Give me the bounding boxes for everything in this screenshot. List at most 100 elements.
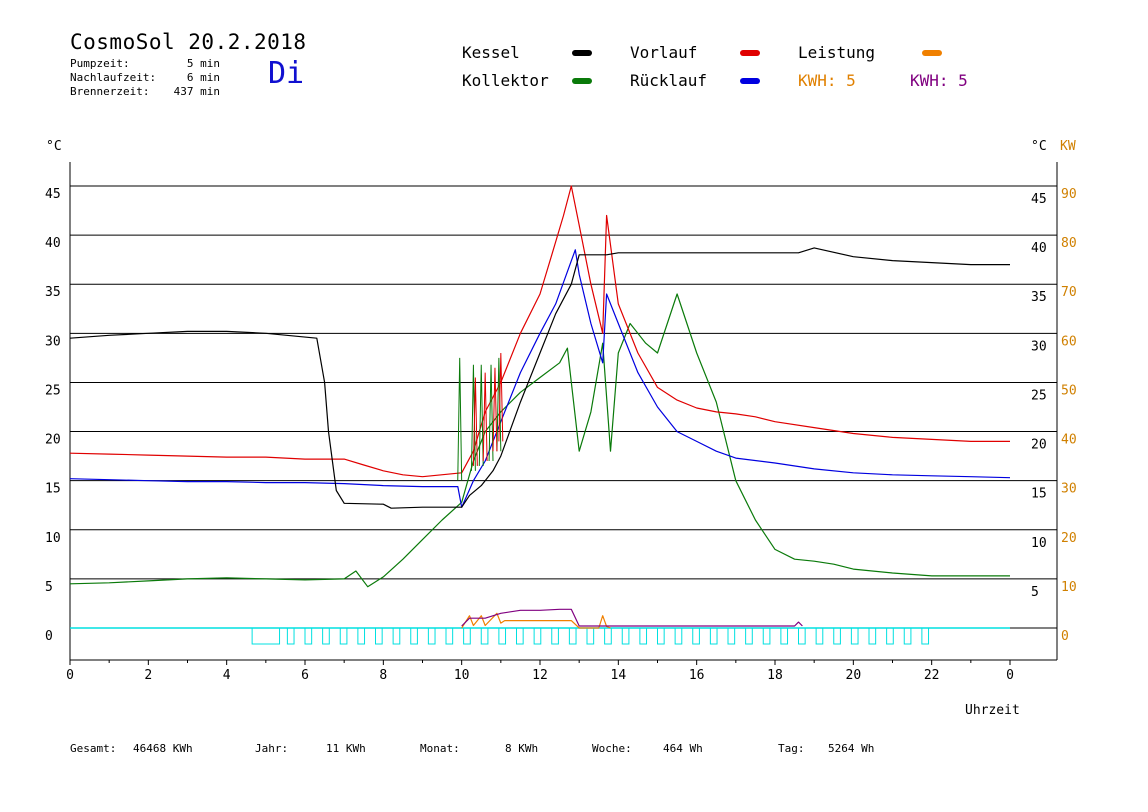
x-tick-label: 12 — [532, 668, 548, 683]
pump-pulse — [533, 627, 542, 645]
y-tick-label-kw: 60 — [1061, 334, 1077, 349]
pump-pulse — [639, 627, 648, 645]
legend-kwh-purple: KWH: 5 — [910, 71, 968, 90]
x-tick-label: 4 — [223, 668, 231, 683]
y-tick-label-right: 40 — [1031, 241, 1047, 256]
pump-pulse — [833, 627, 841, 645]
legend-swatch-kollektor — [572, 78, 592, 84]
series-line-kwh — [461, 608, 803, 627]
y-tick-label-left: 30 — [45, 334, 61, 349]
legend-label-kessel: Kessel — [462, 43, 520, 62]
footer-woche-value: 464 Wh — [663, 742, 703, 755]
pump-pulse — [410, 627, 418, 645]
legend-kwh-orange: KWH: 5 — [798, 71, 856, 90]
x-tick-label: 10 — [454, 668, 470, 683]
pump-pulse — [868, 627, 877, 645]
y-tick-label-left: 0 — [45, 629, 53, 644]
y-tick-label-kw: 50 — [1061, 383, 1077, 398]
x-tick-label: 2 — [144, 668, 152, 683]
footer-woche-label: Woche: — [592, 742, 632, 755]
pump-pulse — [727, 627, 736, 645]
series-spike — [472, 377, 478, 466]
x-tick-label: 14 — [611, 668, 627, 683]
pump-pulse — [375, 627, 383, 645]
legend-label-leistung: Leistung — [798, 43, 876, 62]
y-tick-label-kw: 80 — [1061, 236, 1077, 251]
pump-pulse — [604, 627, 612, 645]
pump-pulse — [780, 627, 789, 645]
pump-pulse — [674, 627, 683, 645]
pump-pulse — [692, 627, 700, 645]
pump-pulse — [903, 627, 912, 645]
footer-gesamt-value: 46468 KWh — [133, 742, 193, 755]
y-tick-label-left: 35 — [45, 285, 61, 300]
pump-pulse — [516, 627, 524, 645]
y-axis-label-kw: KW — [1060, 139, 1076, 154]
pump-pulse — [339, 627, 348, 645]
pump-pulse — [427, 627, 436, 645]
legend-swatch-kessel — [572, 50, 592, 56]
y-tick-label-right: 25 — [1031, 388, 1047, 403]
series-spike — [492, 367, 498, 452]
pump-pulse — [551, 627, 559, 645]
y-tick-label-left: 15 — [45, 482, 61, 497]
pump-pulse — [286, 627, 295, 645]
footer-tag-label: Tag: — [778, 742, 805, 755]
series-spike — [482, 372, 488, 462]
info-label: Nachlaufzeit: — [70, 71, 157, 84]
x-tick-label: 22 — [924, 668, 940, 683]
legend-swatch-ruecklauf — [740, 78, 760, 84]
chart-title: CosmoSol 20.2.2018 — [70, 30, 307, 54]
legend-label-ruecklauf: Rücklauf — [630, 71, 708, 90]
footer-tag-value: 5264 Wh — [828, 742, 875, 755]
pump-pulse — [798, 627, 806, 645]
x-tick-label: 8 — [379, 668, 387, 683]
y-axis-label-right: °C — [1031, 139, 1047, 154]
y-tick-label-right: 45 — [1031, 192, 1047, 207]
footer-monat-value: 8 KWh — [505, 742, 539, 755]
pump-pulse — [709, 627, 718, 645]
x-tick-label: 16 — [689, 668, 705, 683]
y-tick-label-kw: 40 — [1061, 433, 1077, 448]
y-tick-label-kw: 30 — [1061, 482, 1077, 497]
series-line-leistung — [461, 612, 611, 629]
series-spike — [470, 364, 476, 471]
y-tick-label-kw: 10 — [1061, 580, 1077, 595]
pump-pulse — [304, 627, 313, 645]
legend-swatch-vorlauf — [740, 50, 760, 56]
series-spike — [488, 364, 494, 462]
x-tick-label: 0 — [66, 668, 74, 683]
x-tick-label: 20 — [846, 668, 862, 683]
series-spike — [478, 364, 484, 466]
pump-pulse — [445, 627, 454, 645]
pump-pulse — [480, 627, 489, 645]
footer-gesamt-label: Gesamt: — [70, 742, 117, 755]
pump-pulse — [815, 627, 824, 645]
pump-pulse — [463, 627, 471, 645]
y-tick-label-right: 30 — [1031, 339, 1047, 354]
y-tick-label-left: 40 — [45, 236, 61, 251]
pump-pulse — [357, 627, 366, 645]
pump-pulse — [322, 627, 330, 645]
y-tick-label-left: 10 — [45, 531, 61, 546]
info-value: 6 min — [186, 71, 220, 84]
pump-pulse — [392, 627, 401, 645]
pump-pulse — [251, 627, 281, 645]
pump-pulse — [762, 627, 771, 645]
legend-label-kollektor: Kollektor — [462, 71, 549, 90]
y-tick-label-left: 25 — [45, 383, 61, 398]
info-value: 437 min — [173, 85, 220, 98]
y-tick-label-kw: 70 — [1061, 285, 1077, 300]
legend-label-vorlauf: Vorlauf — [630, 43, 698, 62]
pump-pulse — [621, 627, 630, 645]
y-tick-label-right: 15 — [1031, 487, 1047, 502]
pump-pulse — [657, 627, 665, 645]
footer-jahr-value: 11 KWh — [326, 742, 366, 755]
x-axis-label: Uhrzeit — [965, 703, 1020, 718]
y-tick-label-right: 35 — [1031, 290, 1047, 305]
y-tick-label-left: 5 — [45, 580, 53, 595]
x-tick-label: 6 — [301, 668, 309, 683]
series-line-vorlauf — [69, 185, 1010, 478]
footer-jahr-label: Jahr: — [255, 742, 289, 755]
